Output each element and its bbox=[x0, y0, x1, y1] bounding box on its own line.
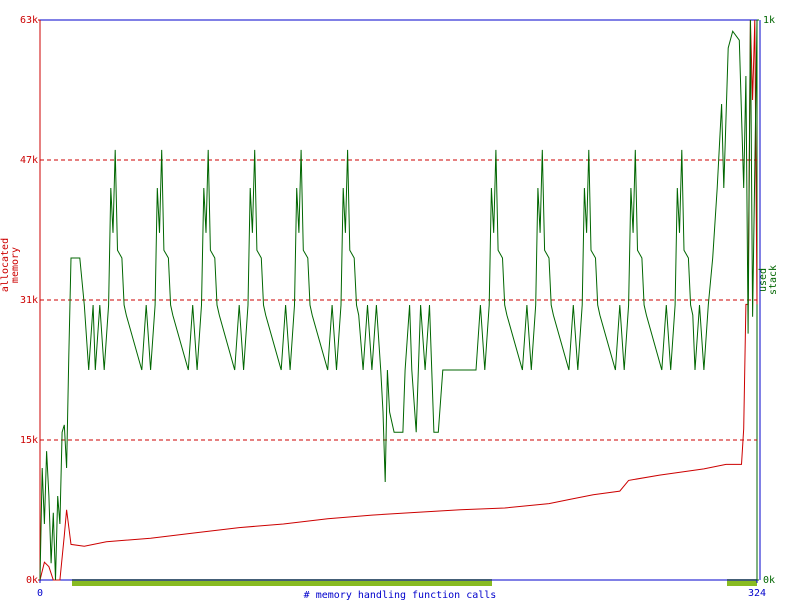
series-line bbox=[39, 19, 758, 581]
y-tick-label: 0k bbox=[26, 575, 38, 586]
y-tick-label: 63k bbox=[20, 15, 38, 26]
x-tick-label: 0 bbox=[37, 588, 43, 599]
y2-axis-label: usedstack bbox=[758, 265, 779, 295]
y-tick-label: 15k bbox=[20, 435, 38, 446]
y-axis-label: allocatedmemory bbox=[0, 238, 21, 292]
y-tick-label: 31k bbox=[20, 295, 38, 306]
call-bar-segment bbox=[727, 579, 757, 586]
call-bar-segment bbox=[72, 579, 492, 586]
y-tick-label: 47k bbox=[20, 155, 38, 166]
x-axis-label: # memory handling function calls bbox=[304, 590, 497, 600]
call-bar bbox=[72, 579, 757, 586]
x-tick-label: 324 bbox=[748, 588, 766, 599]
series-line bbox=[39, 19, 758, 581]
y2-tick-label: 0k bbox=[763, 575, 775, 586]
y2-tick-label: 1k bbox=[763, 15, 775, 26]
